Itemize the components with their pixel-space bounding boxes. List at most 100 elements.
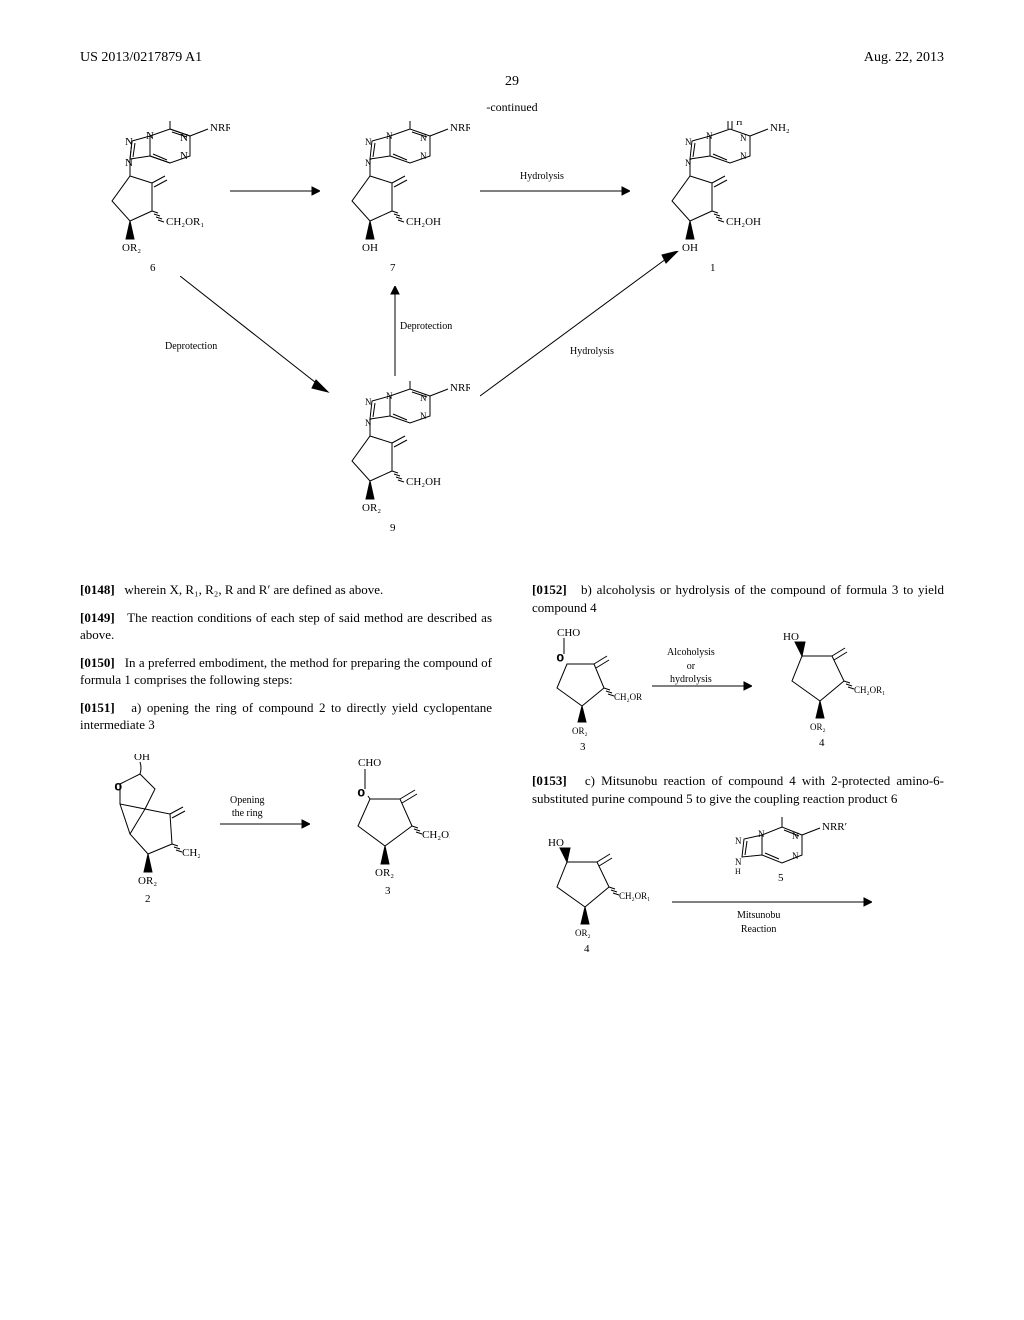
svg-text:1: 1 [710, 262, 716, 274]
svg-text:NRR′: NRR′ [450, 382, 470, 394]
label-hydrolysis-1: Hydrolysis [520, 171, 564, 182]
svg-text:N: N [365, 158, 372, 168]
svg-text:9: 9 [390, 522, 396, 534]
svg-text:N: N [758, 829, 765, 839]
label-alcoholysis: Alcoholysis or hydrolysis [667, 646, 715, 687]
reaction-scheme-top: X N N N N N NRR′ CH₂OR₁ OR₂ 6 [80, 121, 944, 561]
compound-7: X NN NNN NRR′ CH₂OH OH 7 [320, 121, 470, 281]
svg-text:N: N [685, 137, 692, 147]
svg-text:7: 7 [390, 262, 396, 274]
svg-text:OR₂: OR₂ [375, 867, 394, 879]
svg-text:N: N [735, 836, 742, 846]
compound-4b: HO CH₂OR₁ OR₂ 4 [532, 832, 652, 957]
svg-text:N: N [386, 131, 393, 141]
compound-6: X N N N N N NRR′ CH₂OR₁ OR₂ 6 [80, 121, 230, 281]
reaction-scheme-c: HO CH₂OR₁ OR₂ 4 [532, 817, 944, 957]
svg-text:N: N [735, 857, 742, 867]
label-deprotection-2: Deprotection [400, 321, 452, 332]
svg-text:OR₂: OR₂ [138, 875, 157, 887]
para-0150: [0150] In a preferred embodiment, the me… [80, 654, 492, 689]
svg-text:O: O [115, 782, 122, 792]
arrow-6-7 [230, 181, 320, 201]
svg-text:OH: OH [682, 242, 698, 254]
right-column: [0152] b) alcoholysis or hydrolysis of t… [532, 581, 944, 963]
label-deprotection-1: Deprotection [165, 341, 217, 352]
compound-5: X NN NN NH NRR′ 5 [702, 817, 852, 887]
svg-text:CH₂OR₁: CH₂OR₁ [166, 216, 204, 228]
compound-4: HO CH₂OR₁ OR₂ 4 [767, 626, 887, 756]
svg-text:N: N [740, 133, 747, 143]
svg-text:CH₂OH: CH₂OH [406, 476, 441, 488]
para-0151: [0151] a) opening the ring of compound 2… [80, 699, 492, 734]
para-0149: [0149] The reaction conditions of each s… [80, 609, 492, 644]
svg-text:NRR′: NRR′ [450, 122, 470, 134]
svg-text:NH₂: NH₂ [770, 122, 790, 134]
svg-text:HO: HO [548, 837, 564, 849]
svg-text:OR₂: OR₂ [810, 722, 826, 732]
svg-text:HO: HO [783, 631, 799, 643]
svg-text:N: N [420, 393, 427, 403]
svg-text:CH₂OR₁: CH₂OR₁ [422, 829, 450, 841]
svg-text:N: N [386, 391, 393, 401]
svg-text:X: X [779, 817, 787, 818]
svg-text:N: N [125, 157, 133, 169]
svg-text:N: N [706, 131, 713, 141]
svg-text:N: N [792, 851, 799, 861]
left-column: [0148] wherein X, R₁, R₂, R and R′ are d… [80, 581, 492, 963]
svg-text:CH₂OH: CH₂OH [726, 216, 761, 228]
svg-text:OH: OH [134, 754, 150, 763]
svg-text:OR₂: OR₂ [362, 502, 381, 514]
svg-text:N: N [420, 133, 427, 143]
svg-text:N: N [792, 831, 799, 841]
para-0152: [0152] b) alcoholysis or hydrolysis of t… [532, 581, 944, 616]
svg-text:2: 2 [145, 893, 151, 904]
arrow-7-1 [480, 181, 630, 201]
label-opening-ring: Opening the ring [230, 794, 264, 821]
svg-text:CH₂OR₁: CH₂OR₁ [182, 847, 200, 859]
para-0148: [0148] wherein X, R₁, R₂, R and R′ are d… [80, 581, 492, 599]
svg-text:6: 6 [150, 262, 156, 274]
continued-label: -continued [80, 100, 944, 115]
svg-text:CH₂OH: CH₂OH [406, 216, 441, 228]
svg-text:O: O [358, 788, 365, 798]
svg-text:NRR′: NRR′ [210, 122, 230, 134]
svg-text:OR₂: OR₂ [122, 242, 141, 254]
svg-text:NRR′: NRR′ [822, 821, 847, 833]
arrow-6-9 [180, 276, 330, 396]
svg-text:N: N [365, 418, 372, 428]
svg-text:3: 3 [580, 741, 586, 753]
label-hydrolysis-2: Hydrolysis [570, 346, 614, 357]
svg-text:CHO: CHO [358, 757, 381, 769]
svg-text:N: N [125, 136, 133, 148]
svg-text:CHO: CHO [557, 627, 580, 639]
svg-text:O: O [557, 653, 564, 663]
svg-text:N: N [740, 151, 747, 161]
svg-text:N: N [420, 411, 427, 421]
svg-text:5: 5 [778, 872, 784, 884]
compound-3: O CHO CH₂OR₁ OR₂ 3 [330, 754, 450, 904]
svg-text:OR₂: OR₂ [575, 928, 591, 938]
svg-text:N: N [685, 158, 692, 168]
para-0153: [0153] c) Mitsunobu reaction of compound… [532, 772, 944, 807]
svg-text:N: N [180, 150, 188, 162]
pub-number: US 2013/0217879 A1 [80, 50, 202, 66]
svg-text:N: N [180, 132, 188, 144]
reaction-scheme-b: O CHO CH₂OR₁ OR₂ 3 [532, 626, 944, 766]
svg-text:N: N [146, 130, 154, 142]
compound-3b: O CHO CH₂OR₁ OR₂ 3 [532, 626, 642, 756]
svg-text:3: 3 [385, 885, 391, 897]
svg-text:N: N [365, 137, 372, 147]
arrow-9-1 [480, 251, 680, 401]
svg-text:CH₂OR₁: CH₂OR₁ [854, 685, 885, 695]
page-number: 29 [80, 74, 944, 90]
svg-text:N: N [420, 151, 427, 161]
svg-text:N: N [365, 397, 372, 407]
label-mitsunobu: Mitsunobu Reaction [737, 909, 780, 936]
reaction-scheme-a: O OH CH₂OR₁ OR₂ [80, 744, 492, 934]
svg-text:4: 4 [584, 943, 590, 955]
svg-text:4: 4 [819, 737, 825, 749]
compound-9: X NN NNN NRR′ CH₂OH OR₂ 9 [320, 381, 470, 541]
compound-2: O OH CH₂OR₁ OR₂ [90, 754, 200, 904]
svg-text:OR₂: OR₂ [572, 726, 588, 736]
pub-date: Aug. 22, 2013 [864, 50, 944, 66]
